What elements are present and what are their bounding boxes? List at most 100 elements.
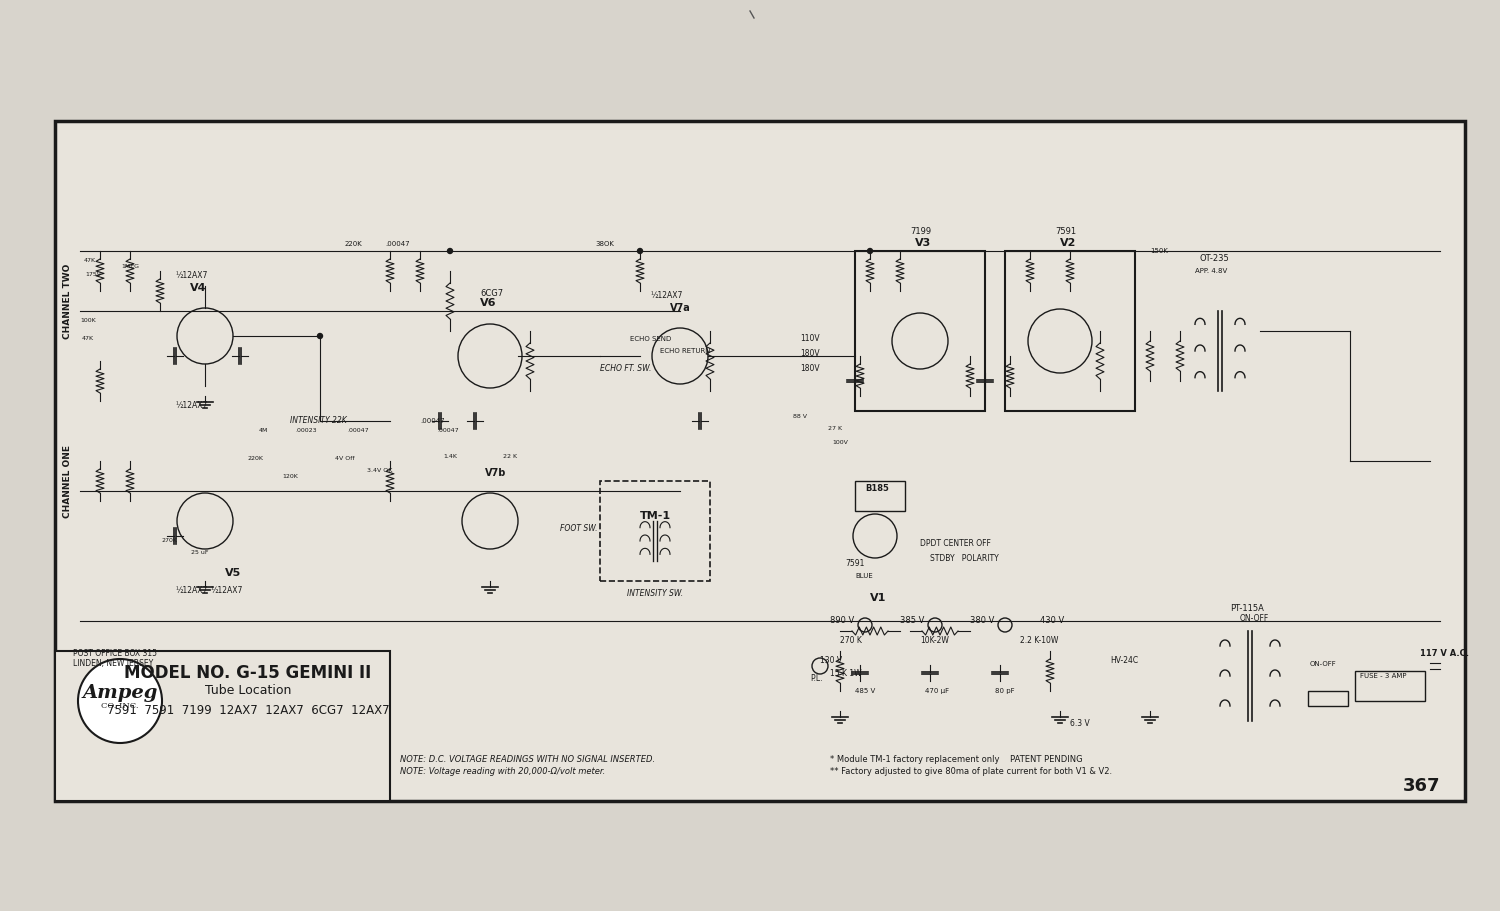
Text: 27 K: 27 K xyxy=(828,426,842,432)
Text: INTENSITY SW.: INTENSITY SW. xyxy=(627,589,682,598)
Text: 100K: 100K xyxy=(80,319,96,323)
Text: .00047: .00047 xyxy=(346,428,369,434)
Circle shape xyxy=(78,659,162,743)
Text: .00047: .00047 xyxy=(420,418,444,424)
Text: 7591: 7591 xyxy=(1054,227,1076,236)
Text: 100V: 100V xyxy=(833,441,848,445)
Text: 130 V: 130 V xyxy=(821,656,842,665)
Text: 80 pF: 80 pF xyxy=(994,688,1014,694)
Text: Ampeg: Ampeg xyxy=(82,684,158,702)
Text: FUSE - 3 AMP: FUSE - 3 AMP xyxy=(1360,673,1407,679)
Text: 3.4V OK: 3.4V OK xyxy=(368,468,393,474)
Text: ½12AX7: ½12AX7 xyxy=(176,271,207,280)
Text: 367: 367 xyxy=(1402,777,1440,795)
Text: PT-115A: PT-115A xyxy=(1230,604,1264,613)
Text: 175V: 175V xyxy=(86,271,100,277)
Text: LINDEN, NEW JERSEY: LINDEN, NEW JERSEY xyxy=(74,659,153,668)
Text: NOTE: D.C. VOLTAGE READINGS WITH NO SIGNAL INSERTED.: NOTE: D.C. VOLTAGE READINGS WITH NO SIGN… xyxy=(400,754,656,763)
Text: B185: B185 xyxy=(865,484,889,493)
Text: 38OK: 38OK xyxy=(596,241,613,247)
Bar xyxy=(855,251,986,411)
Text: 15 K 1W: 15 K 1W xyxy=(830,669,861,678)
Text: 7199: 7199 xyxy=(910,227,932,236)
Text: ½12AX7: ½12AX7 xyxy=(176,401,207,410)
Text: BLUE: BLUE xyxy=(855,573,873,579)
Text: FOOT SW.: FOOT SW. xyxy=(560,524,597,533)
Bar xyxy=(56,121,1466,801)
Text: 110V: 110V xyxy=(800,334,819,343)
Text: INTENSITY 22K: INTENSITY 22K xyxy=(290,416,346,425)
Text: MODEL NO. G-15 GEMINI II: MODEL NO. G-15 GEMINI II xyxy=(124,664,372,682)
Text: 7591: 7591 xyxy=(844,559,864,568)
Text: 88 V: 88 V xyxy=(794,414,807,418)
Text: HV-24C: HV-24C xyxy=(1110,656,1138,665)
Text: 270 K: 270 K xyxy=(840,636,862,645)
Text: 2.2 K-10W: 2.2 K-10W xyxy=(1020,636,1059,645)
Text: 4M: 4M xyxy=(258,428,267,434)
Circle shape xyxy=(638,249,642,253)
Text: V1: V1 xyxy=(870,593,886,603)
Text: ECHO FT. SW.: ECHO FT. SW. xyxy=(600,364,651,373)
Text: .00047: .00047 xyxy=(386,241,410,247)
Text: 47K: 47K xyxy=(84,259,96,263)
Text: V7a: V7a xyxy=(670,303,690,313)
Text: 1.4K: 1.4K xyxy=(442,454,458,458)
Text: 470 μF: 470 μF xyxy=(926,688,950,694)
Text: 180V: 180V xyxy=(800,349,819,358)
Text: 7591  7591  7199  12AX7  12AX7  6CG7  12AX7: 7591 7591 7199 12AX7 12AX7 6CG7 12AX7 xyxy=(106,704,390,718)
Text: .00023: .00023 xyxy=(296,428,316,434)
Text: 4V Off: 4V Off xyxy=(336,456,354,462)
Text: 430 V: 430 V xyxy=(1040,616,1065,625)
Text: ON-OFF: ON-OFF xyxy=(1310,661,1336,667)
Text: ECHO SEND: ECHO SEND xyxy=(630,336,672,342)
Text: 117 V A.C.: 117 V A.C. xyxy=(1420,649,1468,658)
Bar xyxy=(1354,671,1425,701)
Text: OT-235: OT-235 xyxy=(1200,254,1230,263)
Text: TM-1: TM-1 xyxy=(639,511,670,521)
Text: 220K: 220K xyxy=(248,456,262,462)
Text: 1MEG: 1MEG xyxy=(122,263,140,269)
Text: STDBY   POLARITY: STDBY POLARITY xyxy=(930,554,999,563)
Text: ON-OFF: ON-OFF xyxy=(1240,614,1269,623)
Circle shape xyxy=(867,249,873,253)
Text: 22 K: 22 K xyxy=(503,454,518,458)
Text: 6CG7: 6CG7 xyxy=(480,289,502,298)
Bar xyxy=(1308,691,1348,706)
Text: 150K: 150K xyxy=(1150,248,1168,254)
Text: 25 uF: 25 uF xyxy=(192,550,208,556)
Text: V4: V4 xyxy=(190,283,207,293)
Text: 270K: 270K xyxy=(162,538,178,544)
Text: 180V: 180V xyxy=(800,364,819,373)
Bar xyxy=(1005,251,1136,411)
Text: ½12AX7: ½12AX7 xyxy=(650,291,682,300)
Text: ** Factory adjusted to give 80ma of plate current for both V1 & V2.: ** Factory adjusted to give 80ma of plat… xyxy=(830,766,1112,775)
Text: POST OFFICE BOX 315: POST OFFICE BOX 315 xyxy=(74,649,158,658)
Text: 380 V: 380 V xyxy=(970,616,994,625)
Text: ECHO RETURN: ECHO RETURN xyxy=(660,348,711,354)
Text: 220K: 220K xyxy=(345,241,363,247)
Text: NOTE: Voltage reading with 20,000-Ω/volt meter.: NOTE: Voltage reading with 20,000-Ω/volt… xyxy=(400,766,604,775)
Text: V6: V6 xyxy=(480,298,496,308)
Text: 485 V: 485 V xyxy=(855,688,876,694)
Bar xyxy=(56,651,390,801)
Text: 385 V: 385 V xyxy=(900,616,924,625)
Text: CO. INC.: CO. INC. xyxy=(102,702,138,710)
Text: ½12AX7: ½12AX7 xyxy=(176,586,207,595)
Circle shape xyxy=(447,249,453,253)
Text: Tube Location: Tube Location xyxy=(206,684,291,698)
Bar xyxy=(600,481,709,581)
Text: 10K-2W: 10K-2W xyxy=(920,636,950,645)
Text: 6.3 V: 6.3 V xyxy=(1070,719,1089,728)
Text: V7b: V7b xyxy=(484,468,507,478)
Text: 890 V: 890 V xyxy=(830,616,855,625)
Text: 47K: 47K xyxy=(82,335,94,341)
Text: V3: V3 xyxy=(915,238,932,248)
Text: V2: V2 xyxy=(1060,238,1077,248)
Text: DPDT CENTER OFF: DPDT CENTER OFF xyxy=(920,539,992,548)
Text: .00047: .00047 xyxy=(436,428,459,434)
Text: P.L.: P.L. xyxy=(810,674,822,683)
Text: CHANNEL TWO: CHANNEL TWO xyxy=(63,263,72,339)
Text: CHANNEL ONE: CHANNEL ONE xyxy=(63,445,72,517)
Circle shape xyxy=(318,333,322,339)
Text: ½12AX7: ½12AX7 xyxy=(210,586,243,595)
